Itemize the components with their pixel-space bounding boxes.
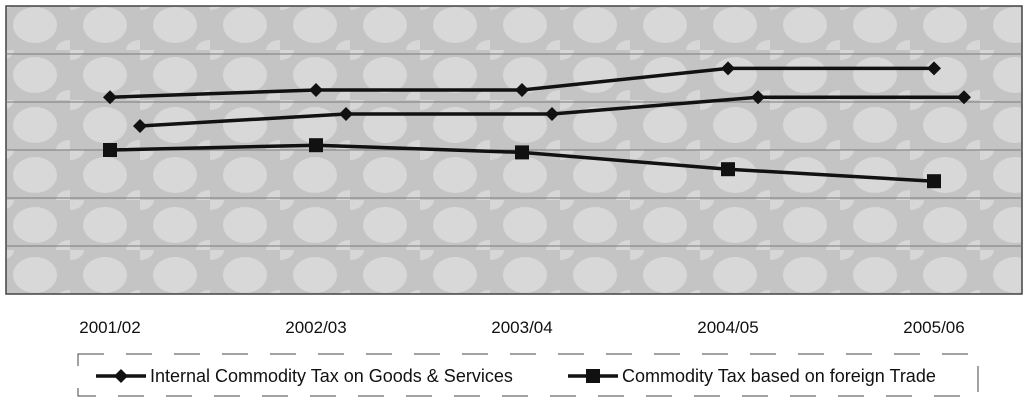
series-2 <box>133 90 971 133</box>
diamond-marker <box>957 90 971 105</box>
legend-frame <box>77 353 979 397</box>
legend-item: Commodity Tax based on foreign Trade <box>568 366 936 386</box>
square-marker <box>721 162 735 177</box>
x-axis-ticks: 2001/02 2002/03 2003/04 2004/05 2005/06 <box>79 318 964 337</box>
series-3 <box>103 138 941 189</box>
legend-label: Internal Commodity Tax on Goods & Servic… <box>150 366 513 386</box>
x-tick-label: 2004/05 <box>697 318 758 337</box>
series-1 <box>103 61 941 105</box>
x-tick-label: 2002/03 <box>285 318 346 337</box>
diamond-marker <box>545 107 559 121</box>
legend-item: Internal Commodity Tax on Goods & Servic… <box>96 366 513 386</box>
square-marker <box>309 138 323 153</box>
diamond-marker <box>927 61 941 76</box>
x-tick-label: 2005/06 <box>903 318 964 337</box>
diamond-marker <box>103 90 117 105</box>
diamond-marker <box>133 119 147 133</box>
legend-diamond-marker <box>114 369 128 383</box>
x-tick-label: 2001/02 <box>79 318 140 337</box>
legend: Internal Commodity Tax on Goods & Servic… <box>77 353 979 397</box>
legend-square-marker <box>586 369 600 383</box>
legend-items: Internal Commodity Tax on Goods & Servic… <box>96 366 936 386</box>
series-layer <box>103 61 971 189</box>
diamond-marker <box>339 107 353 121</box>
legend-label: Commodity Tax based on foreign Trade <box>622 366 936 386</box>
square-marker <box>103 143 117 157</box>
diamond-marker <box>721 61 735 76</box>
square-marker <box>927 174 941 189</box>
diamond-marker <box>309 83 323 97</box>
square-marker <box>515 145 529 160</box>
x-tick-label: 2003/04 <box>491 318 552 337</box>
diamond-marker <box>515 83 529 97</box>
diamond-marker <box>751 90 765 105</box>
